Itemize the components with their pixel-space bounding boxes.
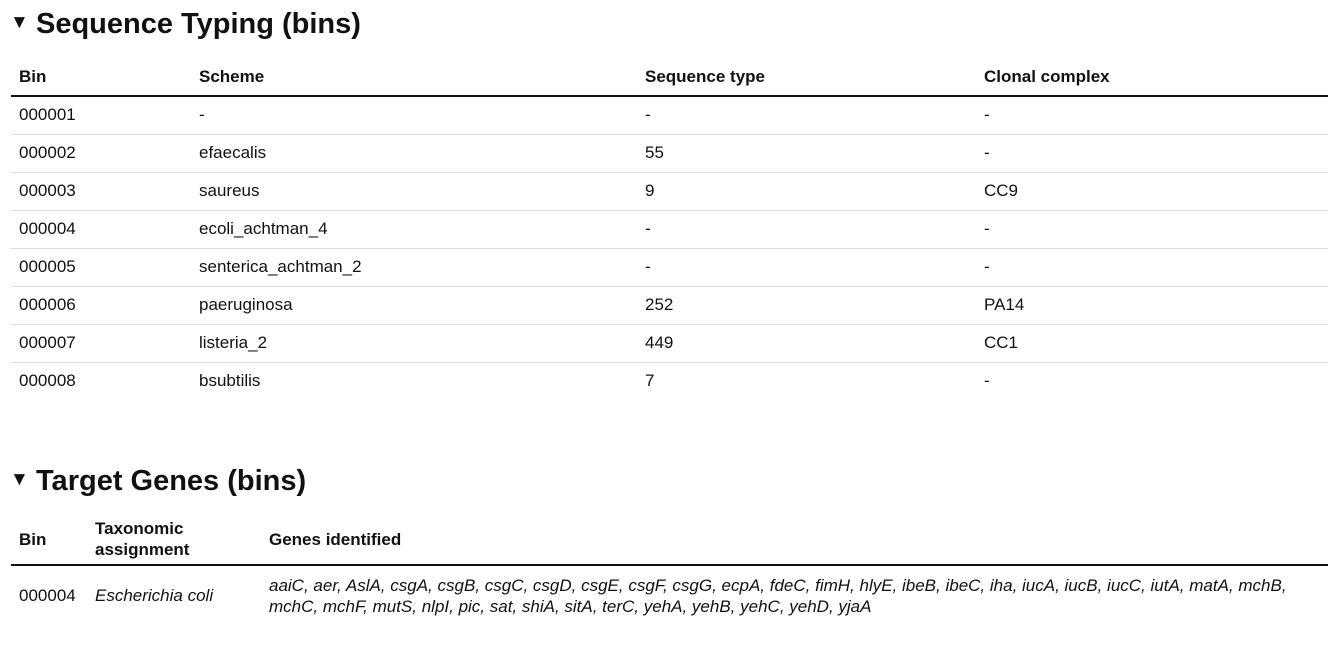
bin-cell: 000006 [11,286,191,325]
scheme-cell: bsubtilis [199,371,261,391]
bin-cell: 000004 [11,210,191,249]
table-row: 000005 senterica_achtman_2 - - [11,248,1328,287]
table-row: 000006 paeruginosa 252 PA14 [11,286,1328,325]
clonal-complex-cell: - [976,96,1328,135]
column-header-clonal-complex: Clonal complex [976,59,1328,97]
collapse-triangle-icon[interactable]: ▼ [10,12,29,33]
target-genes-header[interactable]: ▼ Target Genes (bins) [0,467,1336,496]
table-row: 000007 listeria_2 449 CC1 [11,324,1328,363]
scheme-cell: senterica_achtman_2 [191,248,637,287]
sequence-typing-title: Sequence Typing (bins) [36,8,361,40]
clonal-complex-cell: - [976,248,1328,287]
column-header-bin: Bin [11,514,87,566]
bin-cell: 000008 [19,371,76,391]
scheme-cell: ecoli_achtman_4 [191,210,637,249]
clonal-complex-cell: - [976,210,1328,249]
clonal-complex-cell: PA14 [976,286,1328,325]
sequence-typing-section: ▼ Sequence Typing (bins) Bin Scheme Sequ… [0,10,1336,400]
bin-cell: 000002 [11,134,191,173]
column-header-scheme: Scheme [191,59,637,97]
sequence-typing-table: Bin Scheme Sequence type Clonal complex … [11,59,1328,400]
target-genes-table: Bin Taxonomic assignment Genes identifie… [11,514,1328,625]
bin-cell: 000005 [11,248,191,287]
clonal-complex-cell: CC9 [976,172,1328,211]
column-header-sequence-type: Sequence type [637,59,976,97]
scheme-cell: - [191,96,637,135]
sequence-typing-header[interactable]: ▼ Sequence Typing (bins) [0,10,1336,39]
bin-cell: 000003 [11,172,191,211]
taxonomic-assignment-cell: Escherichia coli [95,586,214,605]
genes-identified-cell: aaiC, aer, AslA, csgA, csgB, csgC, csgD,… [269,575,1287,616]
scheme-cell: saureus [191,172,637,211]
column-header-genes-identified: Genes identified [261,514,1328,566]
table-row: 000008 bsubtilis 7 - [11,362,1328,400]
table-row: 000004 Escherichia coli aaiC, aer, AslA,… [11,565,1328,625]
bin-cell: 000001 [11,96,191,135]
bin-cell: 000004 [19,586,76,605]
scheme-cell: efaecalis [191,134,637,173]
table-row: 000004 ecoli_achtman_4 - - [11,210,1328,249]
target-genes-title: Target Genes (bins) [36,465,307,497]
sequence-type-cell: 9 [637,172,976,211]
collapse-triangle-icon[interactable]: ▼ [10,469,29,490]
sequence-type-cell: 7 [645,371,655,391]
target-genes-section: ▼ Target Genes (bins) Bin Taxonomic assi… [0,467,1336,625]
sequence-type-cell: 55 [637,134,976,173]
clonal-complex-cell: CC1 [976,324,1328,363]
sequence-type-cell: - [637,248,976,287]
column-header-bin: Bin [11,59,191,97]
sequence-type-cell: 449 [637,324,976,363]
table-row: 000003 saureus 9 CC9 [11,172,1328,211]
clonal-complex-cell: - [976,134,1328,173]
table-header-row: Bin Scheme Sequence type Clonal complex [11,59,1328,97]
scheme-cell: paeruginosa [191,286,637,325]
clonal-complex-cell: - [984,371,990,391]
table-row: 000001 - - - [11,96,1328,135]
bin-cell: 000007 [11,324,191,363]
sequence-type-cell: - [637,96,976,135]
table-row: 000002 efaecalis 55 - [11,134,1328,173]
scheme-cell: listeria_2 [191,324,637,363]
column-header-taxonomic-assignment: Taxonomic assignment [87,514,261,566]
sequence-type-cell: 252 [637,286,976,325]
table-header-row: Bin Taxonomic assignment Genes identifie… [11,514,1328,566]
sequence-type-cell: - [637,210,976,249]
